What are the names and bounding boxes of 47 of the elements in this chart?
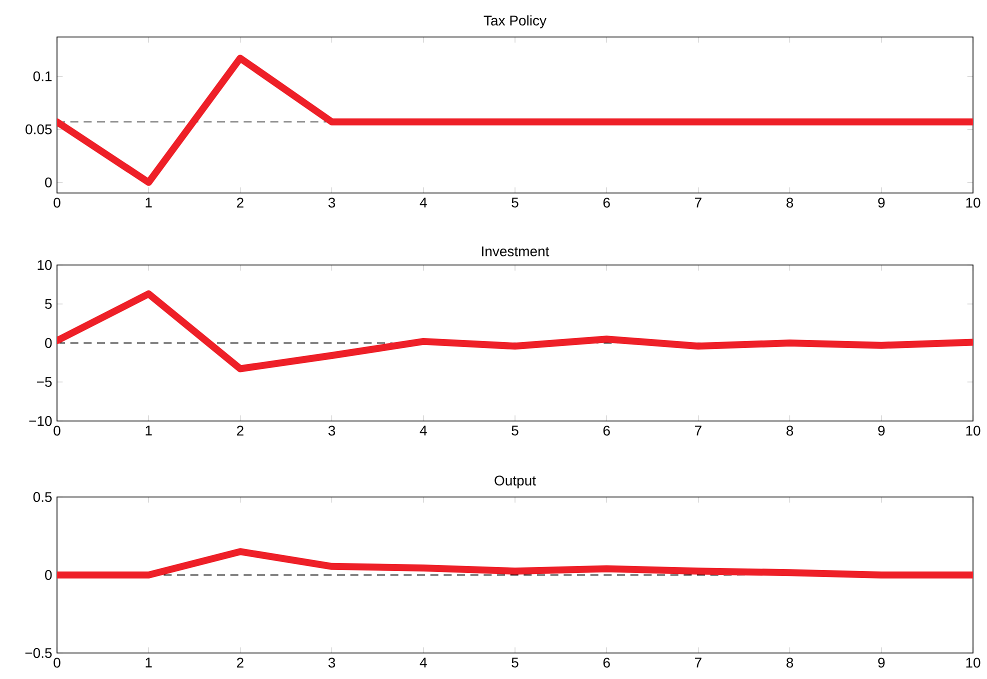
y-tick-label: 10	[38, 260, 52, 270]
x-tick-label: 1	[146, 658, 152, 668]
y-tick-label: 0	[45, 338, 52, 348]
x-tick-label: 2	[237, 198, 244, 208]
x-tick-label: 3	[328, 658, 336, 668]
x-tick-label: 1	[146, 198, 152, 208]
x-tick-label: 10	[966, 426, 980, 436]
x-tick-label: 10	[966, 658, 980, 668]
x-tick-label: 8	[786, 198, 794, 208]
x-tick-label: 9	[878, 198, 885, 208]
y-tick-label: 0.5	[33, 492, 52, 502]
x-tick-label: 7	[695, 426, 702, 436]
x-tick-label: 5	[512, 658, 518, 668]
x-tick-label: 5	[512, 426, 518, 436]
y-tick-label: 5	[45, 299, 52, 309]
x-tick-label: 3	[328, 198, 336, 208]
x-tick-label: 6	[603, 658, 610, 668]
x-tick-label: 10	[966, 198, 980, 208]
x-tick-label: 7	[695, 198, 702, 208]
x-tick-label: 4	[420, 198, 427, 208]
x-tick-label: 3	[328, 426, 336, 436]
x-tick-label: 2	[237, 426, 244, 436]
chart-title: Tax Policy	[484, 15, 546, 28]
x-tick-label: 0	[54, 198, 60, 208]
x-tick-label: 2	[237, 658, 244, 668]
x-tick-label: 7	[695, 658, 702, 668]
x-tick-label: 4	[420, 658, 427, 668]
y-tick-label: 0.1	[33, 71, 52, 82]
x-tick-label: 8	[786, 658, 794, 668]
x-tick-label: 5	[512, 198, 518, 208]
y-tick-label: 0	[45, 570, 52, 580]
x-tick-label: 6	[603, 426, 610, 436]
x-tick-label: 8	[786, 426, 794, 436]
y-tick-label: −10	[29, 416, 52, 426]
x-tick-label: 1	[146, 426, 152, 436]
y-tick-label: 0.05	[26, 124, 52, 134]
y-tick-label: −0.5	[25, 648, 52, 658]
y-tick-label: −5	[37, 377, 52, 387]
x-tick-label: 6	[603, 198, 610, 208]
x-tick-label: 9	[878, 426, 885, 436]
chart-title: Investment	[482, 246, 550, 256]
chart-title: Output	[494, 476, 536, 488]
x-tick-label: 0	[54, 658, 60, 668]
x-tick-label: 4	[420, 426, 427, 436]
y-tick-label: 0	[45, 177, 52, 188]
x-tick-label: 9	[878, 658, 885, 668]
x-tick-label: 0	[54, 426, 60, 436]
